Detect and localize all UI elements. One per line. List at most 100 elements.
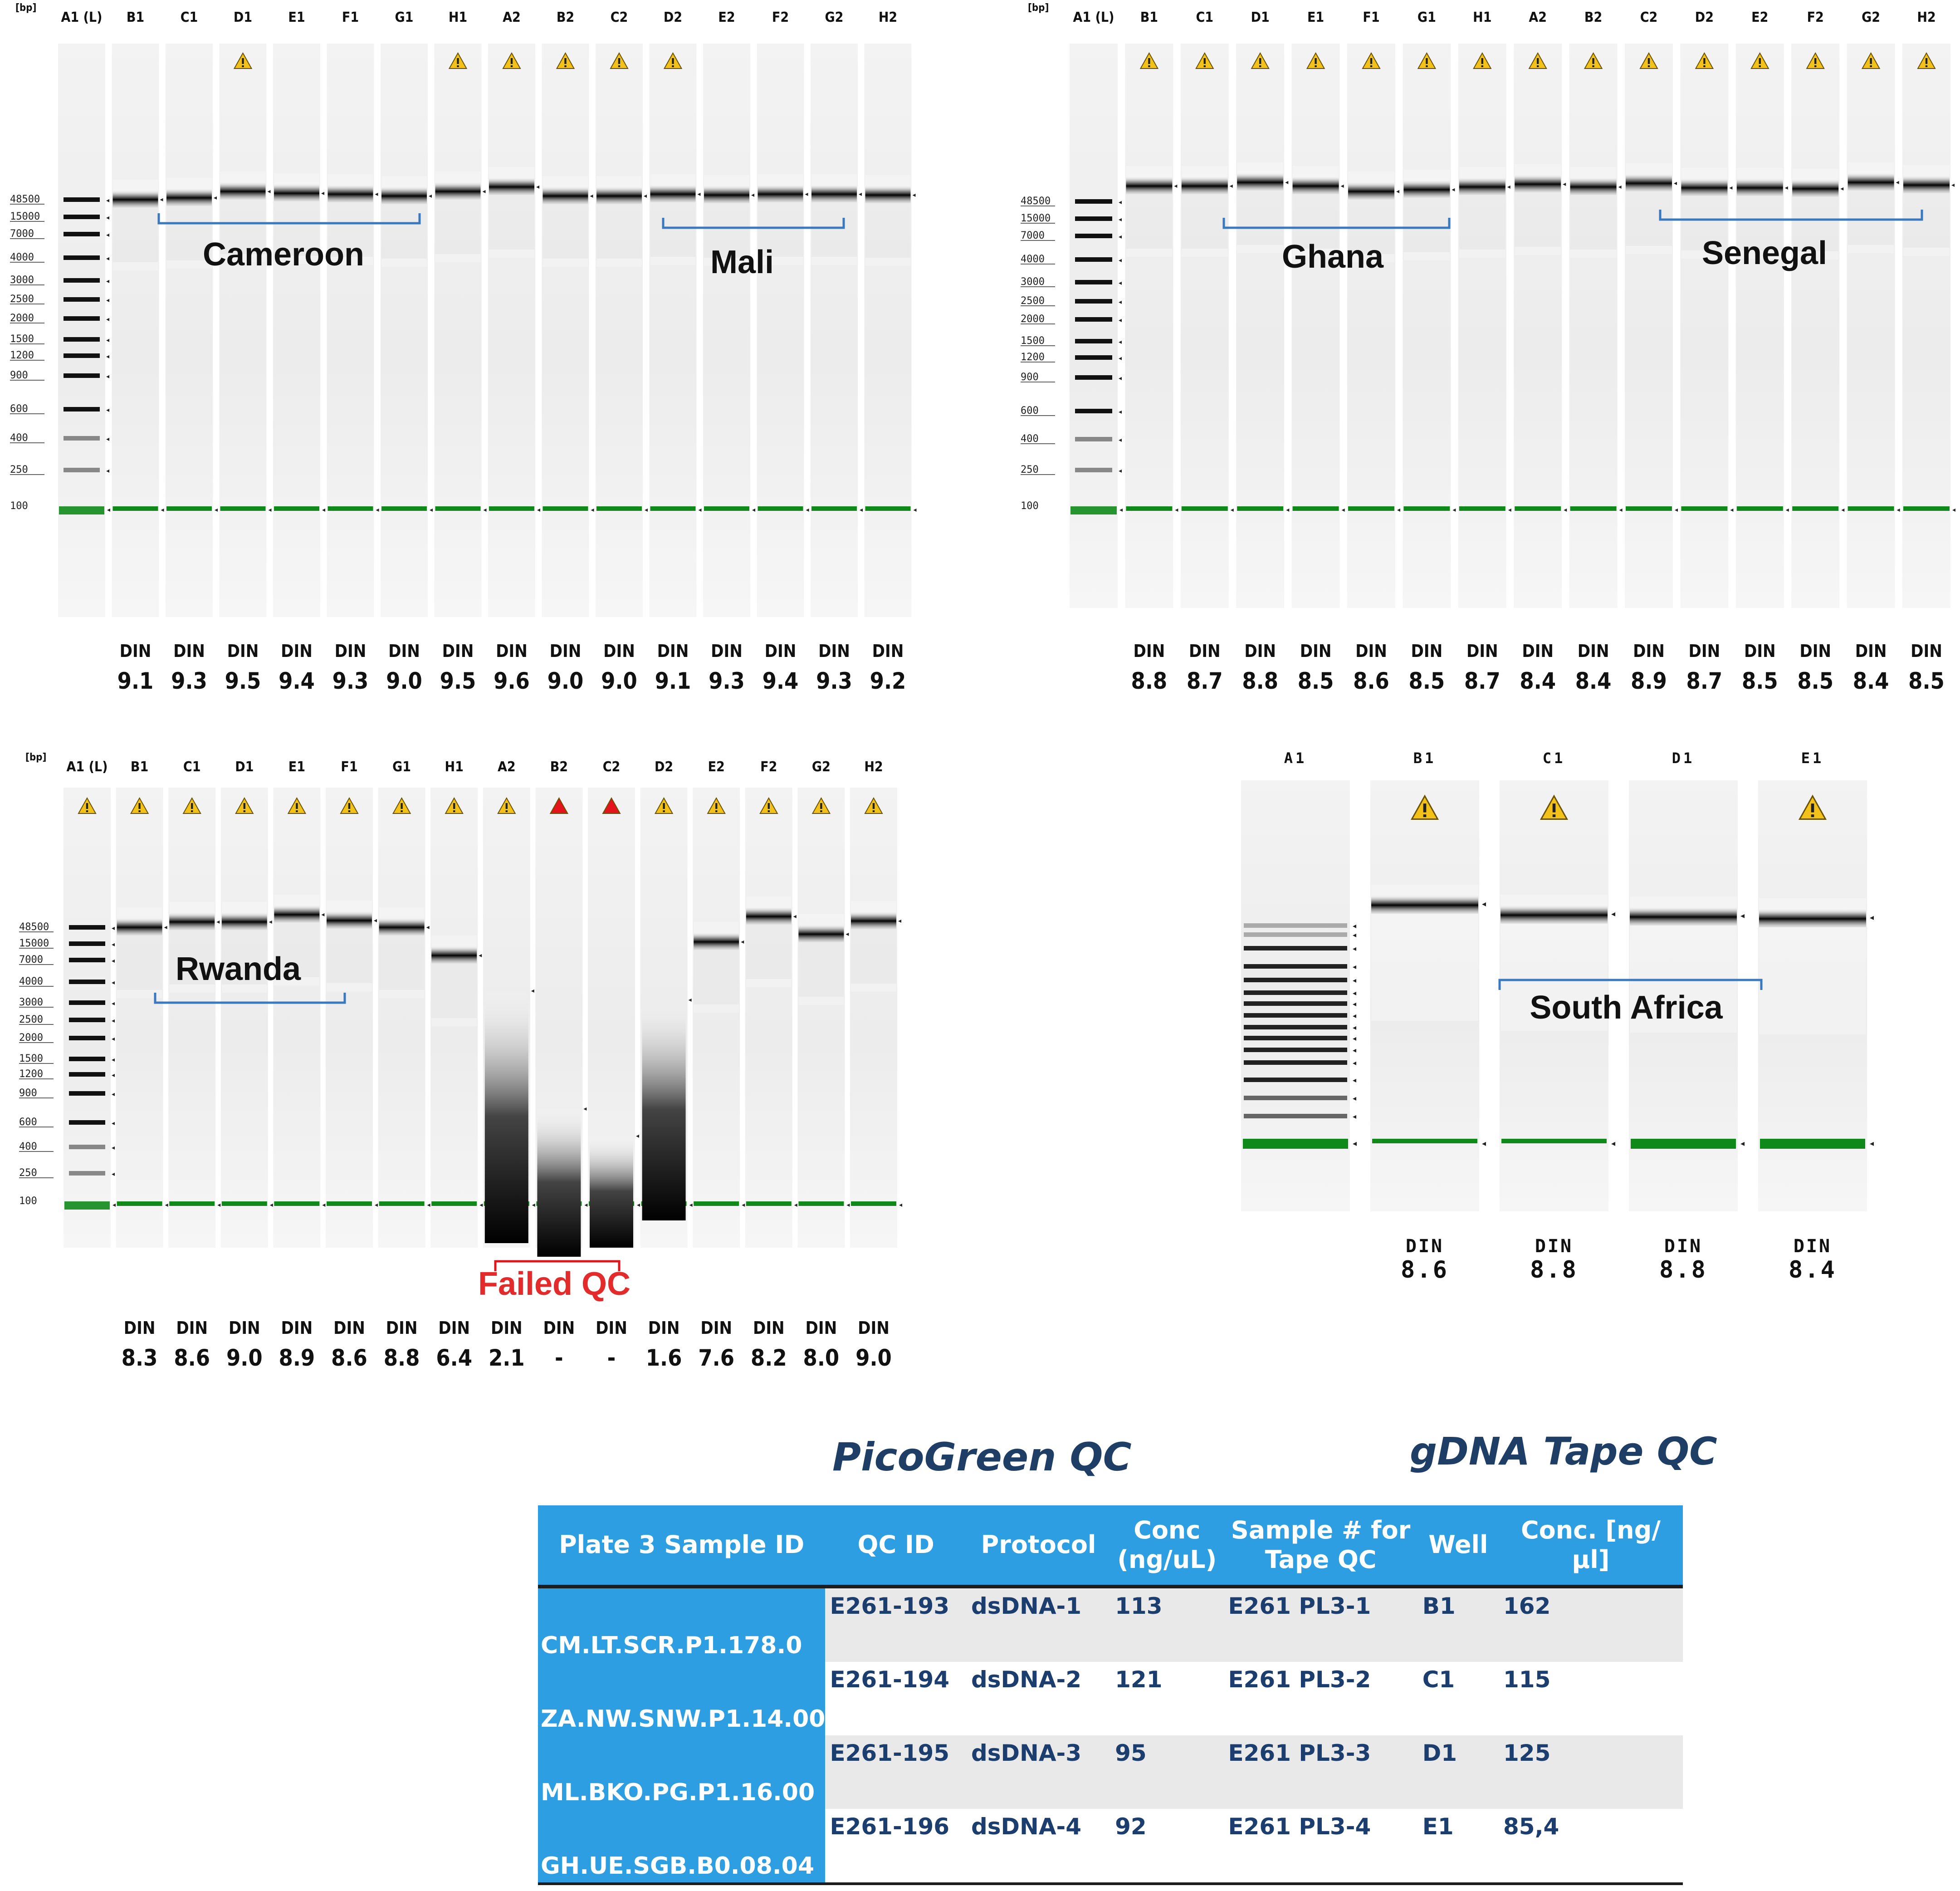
din-value: 2.1 xyxy=(489,1345,525,1371)
band-tick: ◂ xyxy=(1353,931,1356,939)
ladder-size-label: 4000 xyxy=(19,976,43,987)
warning-icon-dot xyxy=(505,810,508,812)
gel-lane xyxy=(1070,44,1118,608)
protocol-cell: dsDNA-2 xyxy=(966,1662,1111,1735)
sample-band xyxy=(1181,176,1228,194)
ladder-band xyxy=(1075,299,1112,304)
lower-marker-band xyxy=(596,506,642,511)
band-tick: ◂ xyxy=(427,1201,430,1208)
din-value: 9.0 xyxy=(226,1345,263,1371)
col-sample-id: Plate 3 Sample ID xyxy=(538,1505,826,1587)
din-value: 9.0 xyxy=(855,1345,892,1371)
warning-icon-mark xyxy=(401,803,403,809)
band-tick: ◂ xyxy=(637,1201,640,1208)
din-value: 9.1 xyxy=(655,668,691,694)
din-value: 8.4 xyxy=(1575,668,1612,694)
din-label: DIN xyxy=(648,1318,680,1338)
band-tick: ◂ xyxy=(112,1170,115,1177)
lane-label: B1 xyxy=(127,10,144,25)
sample-trail xyxy=(221,930,267,985)
din-label: DIN xyxy=(1794,1236,1832,1257)
well-cell: D1 xyxy=(1417,1735,1499,1809)
band-tick: ◂ xyxy=(1285,178,1288,186)
band-tick: ◂ xyxy=(215,506,218,513)
band-tick: ◂ xyxy=(699,506,702,513)
din-label: DIN xyxy=(227,641,259,661)
din-value: 8.4 xyxy=(1789,1256,1837,1284)
band-tick: ◂ xyxy=(112,999,115,1007)
warning-icon-dot xyxy=(663,810,665,812)
warning-icon-mark xyxy=(138,803,141,809)
lower-marker-band xyxy=(379,1201,425,1206)
ladder-band xyxy=(64,232,100,236)
lower-marker-band xyxy=(650,506,696,511)
gel-lane xyxy=(757,44,804,617)
band-tick: ◂ xyxy=(1231,506,1234,513)
warning-icon-mark xyxy=(1370,58,1373,64)
ladder-band xyxy=(1244,1060,1347,1065)
gel-lane xyxy=(850,788,897,1248)
lower-marker-band xyxy=(746,1201,792,1206)
gel-lane xyxy=(378,788,425,1248)
ladder-band xyxy=(64,353,100,358)
table-row: ZA.NW.SNW.P1.14.00 E261-194 dsDNA-2 121 … xyxy=(538,1662,1683,1735)
lane-label: H2 xyxy=(1917,10,1936,25)
lower-marker-band xyxy=(220,506,266,511)
warning-icon-mark xyxy=(1423,803,1427,813)
ladder-band xyxy=(1075,375,1112,380)
band-tick: ◂ xyxy=(112,957,115,964)
band-tick: ◂ xyxy=(846,930,849,937)
ladder-band xyxy=(1075,355,1112,360)
warning-icon-mark xyxy=(453,803,455,809)
din-label: DIN xyxy=(765,641,797,661)
lane-label: A2 xyxy=(498,759,516,775)
warning-icon-mark xyxy=(1870,58,1872,64)
band-tick: ◂ xyxy=(793,912,797,920)
col-tape-conc: Conc. [ng/µl] xyxy=(1498,1505,1683,1587)
sample-band xyxy=(1630,906,1737,926)
lane-label: H2 xyxy=(864,759,883,775)
warning-icon-dot xyxy=(1703,65,1706,67)
lower-marker-band xyxy=(865,506,911,511)
ladder-band xyxy=(69,1120,105,1125)
band-tick: ◂ xyxy=(913,191,916,198)
band-tick: ◂ xyxy=(375,190,378,197)
band-tick: ◂ xyxy=(484,506,487,513)
ladder-size-label: 1500 xyxy=(19,1053,43,1064)
din-label: DIN xyxy=(1189,641,1221,661)
ladder-band xyxy=(1244,1048,1347,1052)
group-label: Ghana xyxy=(1282,239,1384,275)
ladder-size-label: 7000 xyxy=(10,228,34,240)
conc-cell: 95 xyxy=(1110,1735,1224,1809)
sample-band xyxy=(1759,908,1866,927)
band-tick: ◂ xyxy=(107,506,110,513)
din-value: 9.3 xyxy=(709,668,745,694)
sample-id-cell: ZA.NW.SNW.P1.14.00 xyxy=(538,1662,826,1735)
din-label: DIN xyxy=(1411,641,1443,661)
band-tick: ◂ xyxy=(479,951,482,959)
din-value: 9.3 xyxy=(171,668,207,694)
band-tick: ◂ xyxy=(426,923,430,931)
gel-lane xyxy=(797,788,845,1248)
din-label: DIN xyxy=(1578,641,1609,661)
din-value: 8.7 xyxy=(1686,668,1723,694)
lower-marker-band xyxy=(811,506,857,511)
gel-lane xyxy=(703,44,750,617)
ladder-band xyxy=(64,373,100,378)
lane-label: E2 xyxy=(718,10,735,25)
band-tick: ◂ xyxy=(846,1201,850,1208)
band-tick: ◂ xyxy=(112,1071,115,1078)
band-tick: ◂ xyxy=(1729,184,1732,191)
table-row: GH.UE.SGB.B0.08.04 E261-196 dsDNA-4 92 E… xyxy=(538,1809,1683,1884)
ladder-size-label: 48500 xyxy=(19,921,49,933)
band-tick: ◂ xyxy=(1353,1095,1356,1102)
ladder-band xyxy=(69,925,105,930)
fail-icon xyxy=(602,797,621,814)
band-tick: ◂ xyxy=(1353,1012,1356,1020)
sample-band xyxy=(1348,181,1394,200)
group-bracket xyxy=(662,218,845,229)
gel-lane xyxy=(381,44,428,617)
ladder-band xyxy=(1075,409,1112,413)
band-tick: ◂ xyxy=(112,1056,115,1063)
band-tick: ◂ xyxy=(531,987,534,994)
